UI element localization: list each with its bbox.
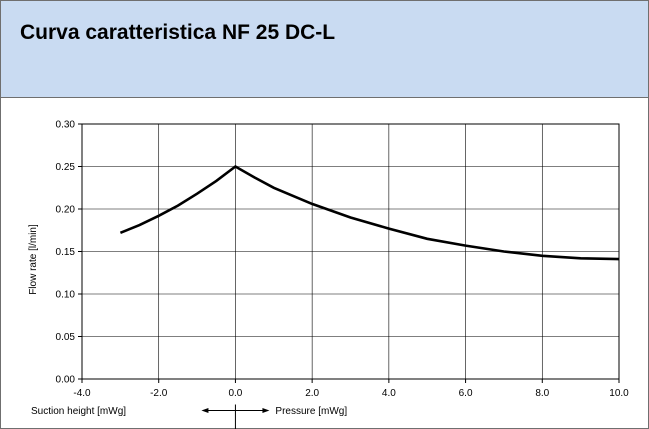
y-tick-label: 0.00 (56, 375, 76, 386)
y-tick-label: 0.20 (56, 205, 76, 216)
y-tick-label: 0.15 (56, 247, 76, 258)
flow-rate-curve (119, 164, 620, 261)
x-tick-label: 4.0 (382, 388, 396, 399)
header-bar: Curva caratteristica NF 25 DC-L (1, 1, 648, 98)
x-tick-labels: -4.0 -2.0 0.0 2.0 4.0 6.0 8.0 10.0 (73, 388, 629, 399)
x-tick-label: 0.0 (228, 388, 242, 399)
y-tick-label: 0.10 (56, 290, 76, 301)
y-axis-label: Flow rate [l/min] (28, 224, 39, 295)
x-axis-label-pressure: Pressure [mWg] (275, 406, 347, 417)
grid-lines (82, 124, 619, 379)
x-tick-label: -2.0 (150, 388, 168, 399)
y-tick-label: 0.25 (56, 162, 76, 173)
arrow-right-head (262, 408, 270, 413)
x-tick-label: 8.0 (535, 388, 549, 399)
x-axis-label-suction: Suction height [mWg] (31, 406, 126, 417)
y-tick-label: 0.05 (56, 332, 76, 343)
tick-marks (78, 123, 620, 383)
series-group (119, 164, 620, 261)
x-tick-label: 2.0 (305, 388, 319, 399)
y-tick-label: 0.30 (56, 120, 76, 131)
x-tick-label: 10.0 (609, 388, 629, 399)
x-tick-label: 6.0 (459, 388, 473, 399)
arrow-left-head (201, 408, 209, 413)
y-tick-labels: 0.00 0.05 0.10 0.15 0.20 0.25 0.30 (56, 120, 76, 386)
x-tick-label: -4.0 (73, 388, 91, 399)
direction-arrows (201, 404, 270, 429)
page-title: Curva caratteristica NF 25 DC-L (20, 21, 336, 44)
